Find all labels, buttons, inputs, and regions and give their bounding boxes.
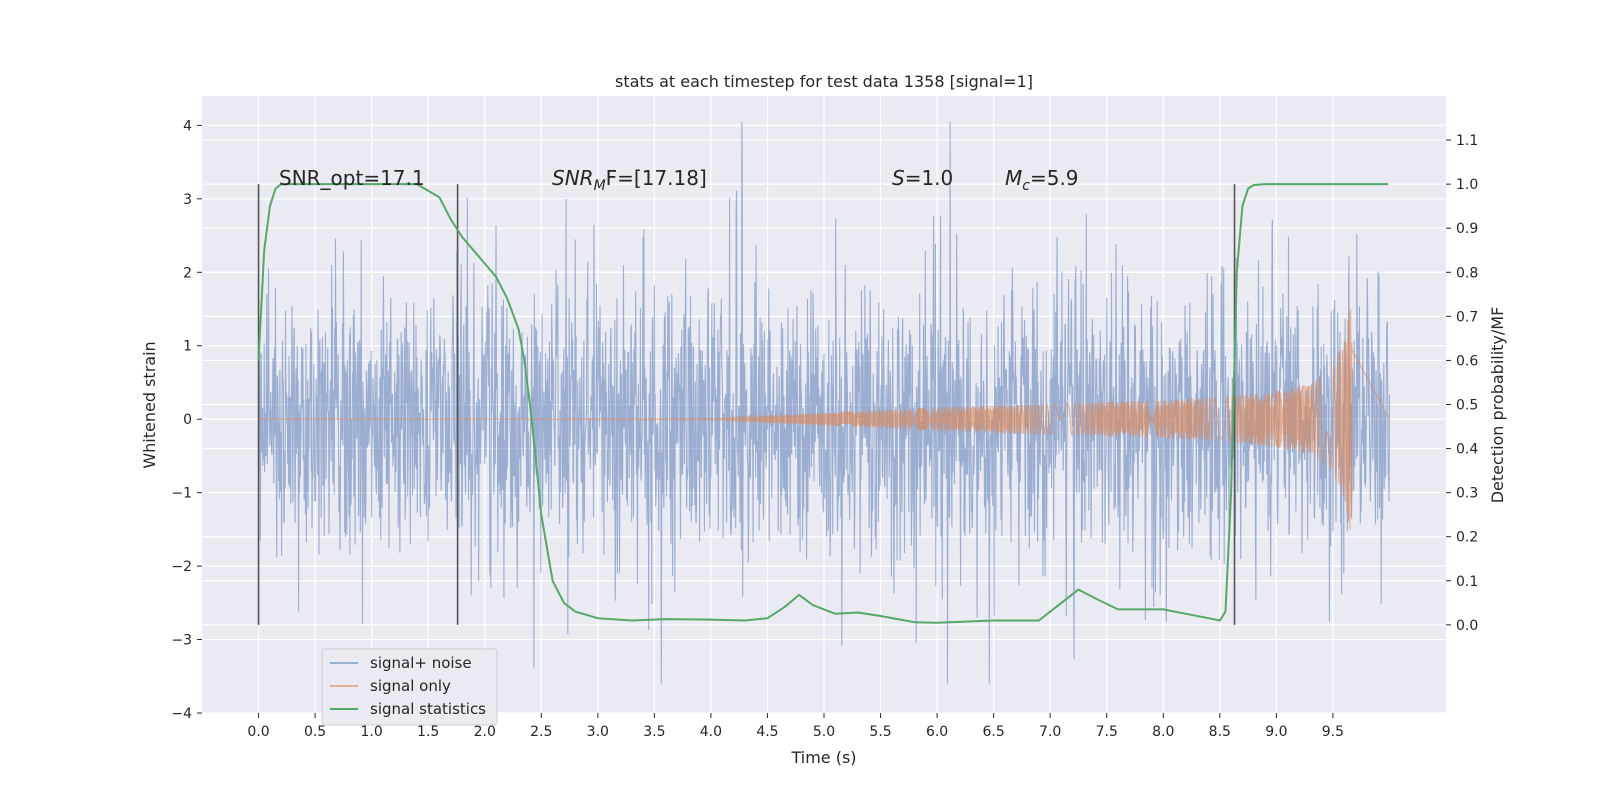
legend-label-signal-noise: signal+ noise xyxy=(370,654,472,672)
y-tick-label-right: 0.8 xyxy=(1456,265,1478,281)
legend-box xyxy=(321,648,498,726)
vertical-markers xyxy=(257,184,1236,625)
y-tick-label-right: 0.1 xyxy=(1456,574,1478,590)
series-signal-noise xyxy=(257,121,1391,684)
x-tick-label: 6.5 xyxy=(983,724,1005,740)
legend-label-signal-only: signal only xyxy=(370,677,451,695)
y-tick-label-left: 2 xyxy=(183,265,192,281)
x-tick-label: 0.0 xyxy=(247,724,269,740)
y-tick-label-right: 0.2 xyxy=(1456,530,1478,546)
y-tick-label-left: −1 xyxy=(171,486,192,502)
x-tick-label: 8.0 xyxy=(1152,724,1174,740)
y-tick-label-right: 0.7 xyxy=(1456,309,1478,325)
y-tick-label-right: 0.9 xyxy=(1456,221,1478,237)
y-tick-label-right: 1.1 xyxy=(1456,133,1478,149)
y-axis-label-right: Detection probability/MF xyxy=(1488,307,1507,504)
y-tick-label-right: 0.0 xyxy=(1456,618,1478,634)
x-tick-label: 5.5 xyxy=(869,724,891,740)
x-tick-label: 9.5 xyxy=(1322,724,1344,740)
annotation-mc: Mc=5.9 xyxy=(1005,166,1079,194)
x-tick-label: 9.0 xyxy=(1265,724,1287,740)
signal-noise-line xyxy=(257,121,1391,684)
y-tick-label-right: 0.3 xyxy=(1456,486,1478,502)
legend: signal+ noise signal only signal statist… xyxy=(321,648,498,726)
x-tick-label: 4.0 xyxy=(700,724,722,740)
x-axis-label: Time (s) xyxy=(790,748,856,767)
y-tick-label-left: −4 xyxy=(171,706,192,722)
y-tick-label-right: 0.6 xyxy=(1456,353,1478,369)
x-tick-label: 4.5 xyxy=(756,724,778,740)
y-tick-label-right: 0.5 xyxy=(1456,398,1478,414)
legend-label-signal-statistics: signal statistics xyxy=(370,700,486,718)
y-tick-label-right: 1.0 xyxy=(1456,177,1478,193)
x-tick-label: 7.5 xyxy=(1096,724,1118,740)
x-tick-label: 7.0 xyxy=(1039,724,1061,740)
y-axis-label-left: Whitened strain xyxy=(140,341,159,468)
x-tick-label: 6.0 xyxy=(926,724,948,740)
x-tick-label: 3.0 xyxy=(587,724,609,740)
x-tick-label: 1.5 xyxy=(417,724,439,740)
signal-statistics-line xyxy=(257,183,1389,624)
annotation-s: S=1.0 xyxy=(892,166,953,190)
signal-only-line xyxy=(258,308,1390,530)
x-tick-label: 2.5 xyxy=(530,724,552,740)
y-tick-label-left: 1 xyxy=(183,339,192,355)
x-tick-label: 1.0 xyxy=(361,724,383,740)
chart-title: stats at each timestep for test data 135… xyxy=(615,72,1033,91)
x-tick-label: 5.0 xyxy=(813,724,835,740)
y-tick-label-left: −3 xyxy=(171,633,192,649)
annotation-snr-mf: SNRMF=[17.18] xyxy=(552,166,707,194)
y-tick-label-left: −2 xyxy=(171,559,192,575)
annotation-snr-opt: SNR_opt=17.1 xyxy=(279,166,425,190)
y-tick-label-left: 3 xyxy=(183,192,192,208)
x-tick-label: 0.5 xyxy=(304,724,326,740)
y-tick-label-left: 4 xyxy=(183,118,192,134)
y-tick-label-right: 0.4 xyxy=(1456,442,1478,458)
x-tick-label: 3.5 xyxy=(643,724,665,740)
series-signal-only xyxy=(258,308,1390,530)
y-tick-label-left: 0 xyxy=(183,412,192,428)
series-signal-statistics xyxy=(257,183,1389,624)
x-tick-label: 2.0 xyxy=(474,724,496,740)
x-tick-label: 8.5 xyxy=(1209,724,1231,740)
axis-ticks: 0.0 0.5 1.0 1.5 2.0 2.5 3.0 3.5 4.0 4.5 5.0 5.5 6.0 6… xyxy=(171,118,1478,740)
